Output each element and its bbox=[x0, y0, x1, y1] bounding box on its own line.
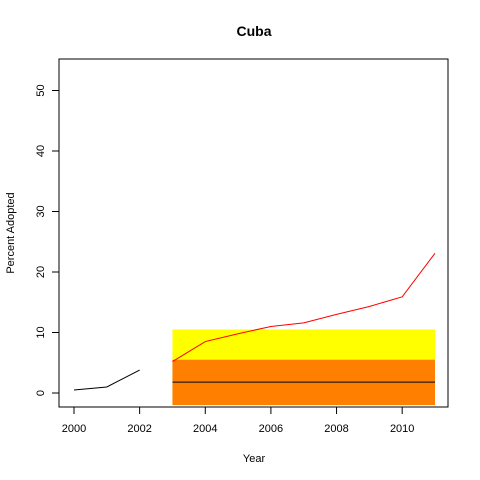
x-tick-label: 2006 bbox=[259, 423, 283, 435]
confidence-bands bbox=[172, 329, 435, 405]
x-tick-label: 2004 bbox=[193, 423, 217, 435]
x-tick-label: 2008 bbox=[324, 423, 348, 435]
x-tick-label: 2002 bbox=[127, 423, 151, 435]
y-axis-label: Percent Adopted bbox=[5, 192, 17, 273]
x-tick-label: 2000 bbox=[62, 423, 86, 435]
y-tick-label: 10 bbox=[35, 326, 47, 338]
y-axis: 0 10 20 30 40 50 bbox=[35, 84, 59, 396]
y-tick-label: 40 bbox=[35, 145, 47, 157]
x-tick-label: 2010 bbox=[390, 423, 414, 435]
series-line-0 bbox=[74, 370, 140, 390]
y-tick-label: 50 bbox=[35, 84, 47, 96]
y-tick-label: 30 bbox=[35, 205, 47, 217]
y-tick-label: 0 bbox=[35, 390, 47, 396]
y-tick-label: 20 bbox=[35, 266, 47, 278]
x-axis: 2000 2002 2004 2006 2008 2010 bbox=[62, 407, 415, 435]
chart-title: Cuba bbox=[237, 23, 272, 39]
x-axis-label: Year bbox=[243, 453, 266, 465]
